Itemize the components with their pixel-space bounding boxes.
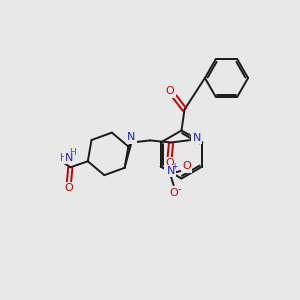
Text: N: N — [192, 133, 201, 143]
Text: O: O — [64, 183, 73, 193]
Text: O: O — [165, 158, 174, 169]
Text: H: H — [188, 133, 196, 143]
Text: N: N — [167, 166, 175, 176]
Text: O: O — [169, 188, 178, 198]
Text: +: + — [172, 162, 178, 171]
Text: -: - — [177, 185, 181, 194]
Text: N: N — [127, 132, 136, 142]
Text: H: H — [69, 148, 76, 158]
Text: N: N — [65, 153, 74, 163]
Text: H: H — [60, 153, 68, 163]
Text: O: O — [182, 161, 191, 172]
Text: O: O — [166, 86, 175, 97]
